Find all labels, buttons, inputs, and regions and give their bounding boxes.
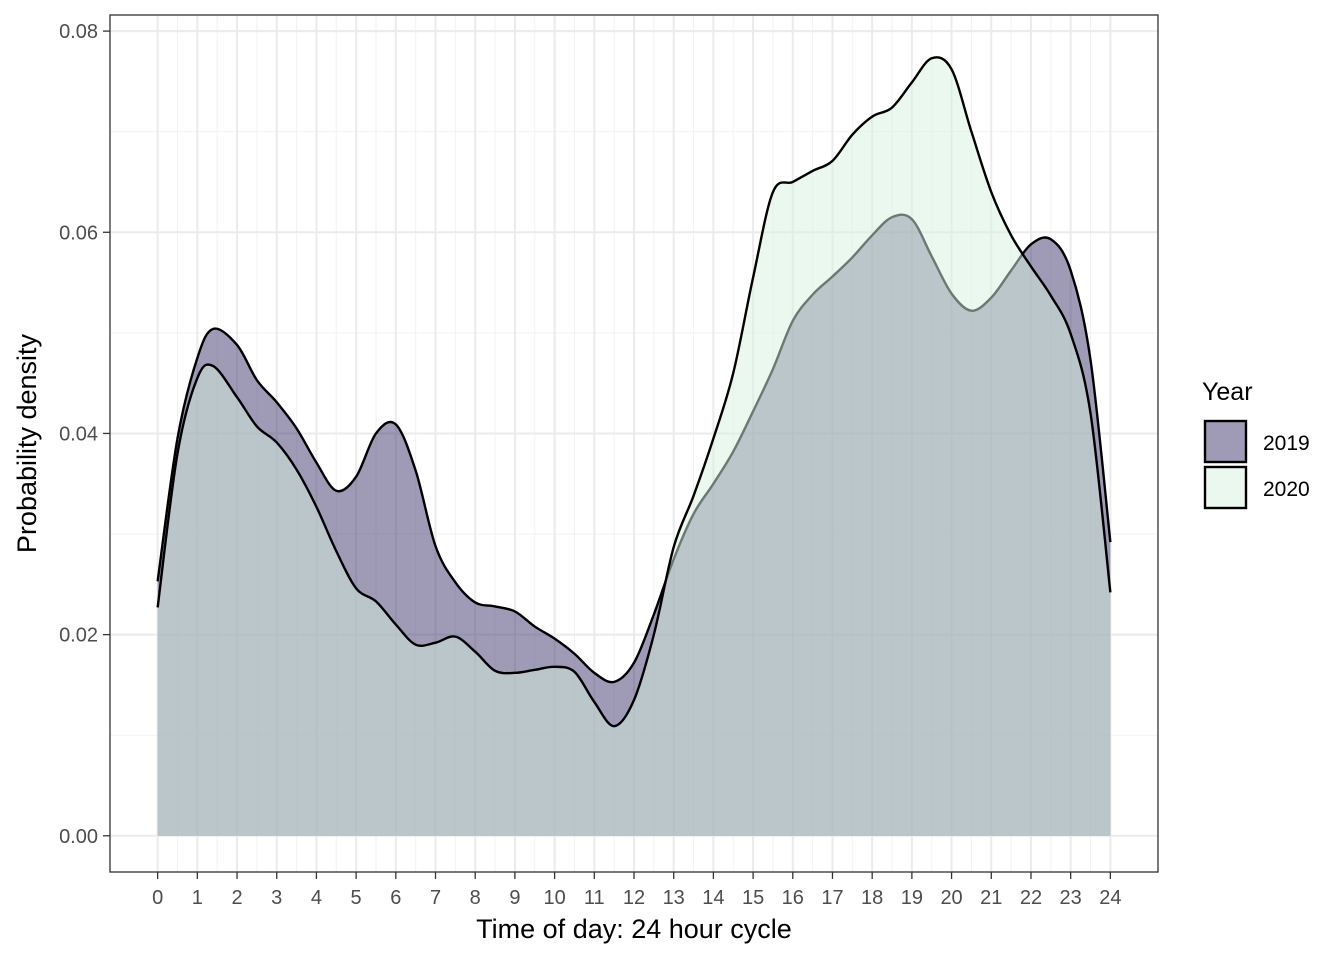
x-axis-title: Time of day: 24 hour cycle xyxy=(476,914,792,944)
x-tick-label: 2 xyxy=(231,887,242,909)
x-tick-label: 18 xyxy=(861,887,883,909)
x-tick-label: 6 xyxy=(390,887,401,909)
x-tick-label: 23 xyxy=(1060,887,1082,909)
x-tick-label: 22 xyxy=(1020,887,1042,909)
density-line-2020 xyxy=(156,56,1112,728)
y-tick-label: 0.06 xyxy=(59,222,98,244)
x-tick-label: 17 xyxy=(821,887,843,909)
legend-key-2020 xyxy=(1203,465,1248,510)
x-tick-label: 21 xyxy=(980,887,1002,909)
x-tick-label: 15 xyxy=(742,887,764,909)
x-tick-label: 9 xyxy=(509,887,520,909)
y-axis-title: Probability density xyxy=(12,333,42,553)
y-tick-label: 0.04 xyxy=(59,423,98,445)
legend: Year 2019 2020 xyxy=(1202,378,1310,510)
x-tick-label: 0 xyxy=(152,887,163,909)
y-tick-label: 0.00 xyxy=(59,826,98,848)
x-tick-label: 14 xyxy=(702,887,724,909)
y-axis: 0.00 0.02 0.04 0.06 0.08 xyxy=(59,21,110,848)
legend-key-2019 xyxy=(1203,419,1248,464)
x-tick-label: 1 xyxy=(192,887,203,909)
x-tick-label: 20 xyxy=(940,887,962,909)
x-tick-label: 10 xyxy=(543,887,565,909)
y-tick-label: 0.08 xyxy=(59,21,98,43)
y-tick-label: 0.02 xyxy=(59,625,98,647)
legend-label-2019: 2019 xyxy=(1263,432,1310,455)
density-area-2020 xyxy=(157,57,1111,836)
legend-title: Year xyxy=(1202,378,1253,406)
x-tick-label: 11 xyxy=(584,887,605,909)
x-tick-label: 7 xyxy=(430,887,441,909)
x-tick-label: 12 xyxy=(623,887,645,909)
x-tick-label: 5 xyxy=(351,887,362,909)
x-tick-label: 13 xyxy=(663,887,685,909)
legend-label-2020: 2020 xyxy=(1263,478,1310,501)
x-tick-label: 16 xyxy=(782,887,804,909)
x-tick-label: 24 xyxy=(1099,887,1121,909)
x-tick-label: 19 xyxy=(901,887,923,909)
x-axis: 0 1 2 3 4 5 6 7 8 9 10 11 12 13 14 15 16 17 18 19 20 21 22 23 24 xyxy=(152,872,1121,909)
x-tick-label: 8 xyxy=(470,887,481,909)
x-tick-label: 4 xyxy=(311,887,322,909)
density-areas xyxy=(156,56,1112,836)
x-tick-label: 3 xyxy=(271,887,282,909)
